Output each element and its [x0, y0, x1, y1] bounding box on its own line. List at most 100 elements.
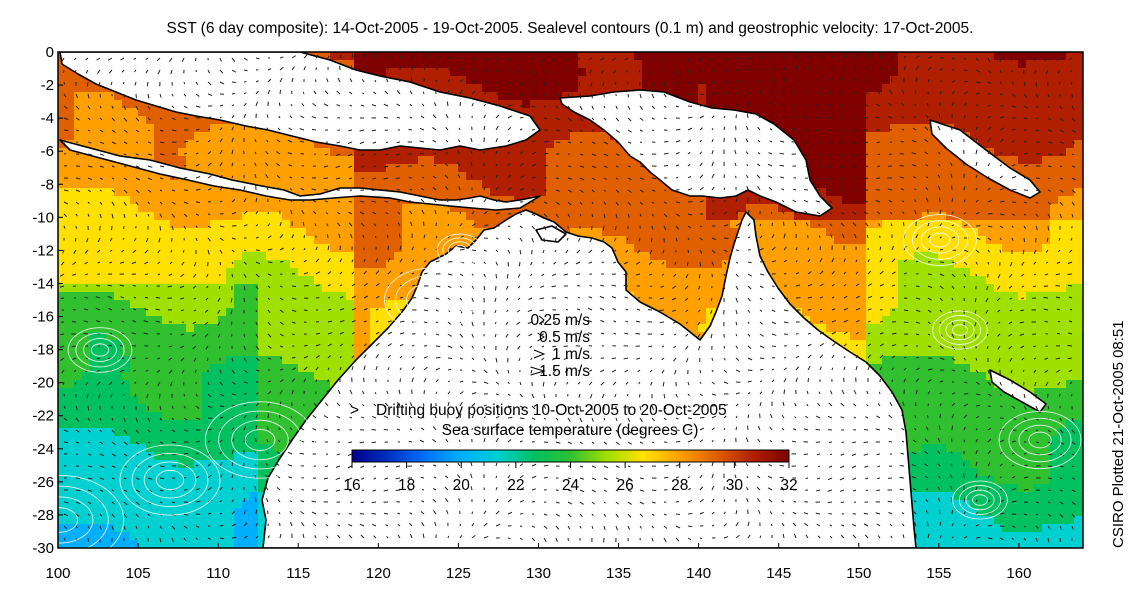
sst-cell — [954, 196, 962, 204]
sst-cell — [1026, 164, 1034, 172]
sst-cell — [1034, 172, 1042, 180]
sst-cell — [98, 132, 106, 140]
sst-cell — [762, 236, 770, 244]
sst-cell — [954, 108, 962, 116]
sst-cell — [234, 236, 242, 244]
sst-cell — [226, 236, 234, 244]
sst-cell — [802, 76, 810, 84]
sst-cell — [730, 76, 738, 84]
sst-cell — [906, 244, 914, 252]
sst-cell — [922, 220, 930, 228]
sst-cell — [1042, 276, 1050, 284]
sst-cell — [602, 156, 610, 164]
sst-cell — [282, 348, 290, 356]
sst-cell — [802, 52, 810, 60]
sst-cell — [882, 180, 890, 188]
sst-cell — [954, 76, 962, 84]
sst-cell — [154, 260, 162, 268]
sst-cell — [698, 260, 706, 268]
sst-cell — [210, 316, 218, 324]
sst-cell — [906, 332, 914, 340]
sst-cell — [378, 212, 386, 220]
sst-cell — [306, 244, 314, 252]
sst-cell — [882, 60, 890, 68]
sst-cell — [410, 60, 418, 68]
sst-cell — [954, 92, 962, 100]
sst-cell — [1018, 292, 1026, 300]
sst-cell — [394, 228, 402, 236]
sst-cell — [386, 276, 394, 284]
sst-cell — [530, 140, 538, 148]
sst-cell — [946, 116, 954, 124]
sst-cell — [178, 188, 186, 196]
sst-cell — [338, 324, 346, 332]
sst-cell — [322, 220, 330, 228]
sst-cell — [938, 164, 946, 172]
sst-cell — [234, 340, 242, 348]
sst-cell — [186, 260, 194, 268]
sst-cell — [1034, 236, 1042, 244]
sst-cell — [522, 172, 530, 180]
sst-cell — [226, 276, 234, 284]
sst-cell — [1026, 348, 1034, 356]
sst-cell — [386, 300, 394, 308]
sst-cell — [642, 212, 650, 220]
sst-cell — [658, 84, 666, 92]
sst-cell — [138, 204, 146, 212]
sst-cell — [914, 52, 922, 60]
sst-cell — [58, 316, 66, 324]
sst-cell — [122, 236, 130, 244]
sst-cell — [346, 308, 354, 316]
sst-cell — [762, 244, 770, 252]
sst-cell — [146, 172, 154, 180]
sst-cell — [226, 292, 234, 300]
sst-cell — [474, 180, 482, 188]
sst-cell — [882, 100, 890, 108]
sst-cell — [194, 124, 202, 132]
sst-cell — [762, 220, 770, 228]
sst-cell — [730, 220, 738, 228]
sst-cell — [874, 148, 882, 156]
sst-cell — [98, 204, 106, 212]
sst-cell — [618, 172, 626, 180]
sst-cell — [90, 356, 98, 364]
sst-cell — [690, 300, 698, 308]
sst-cell — [266, 276, 274, 284]
sst-cell — [882, 132, 890, 140]
sst-cell — [986, 76, 994, 84]
sst-cell — [962, 276, 970, 284]
sst-cell — [330, 348, 338, 356]
sst-cell — [874, 68, 882, 76]
sst-cell — [506, 156, 514, 164]
sst-cell — [258, 252, 266, 260]
sst-cell — [906, 140, 914, 148]
sst-cell — [714, 92, 722, 100]
sst-cell — [682, 276, 690, 284]
sst-cell — [602, 180, 610, 188]
sst-cell — [834, 84, 842, 92]
sst-cell — [754, 228, 762, 236]
sst-cell — [194, 284, 202, 292]
sst-cell — [802, 132, 810, 140]
sst-cell — [490, 212, 498, 220]
sst-cell — [610, 164, 618, 172]
sst-cell — [666, 68, 674, 76]
sst-cell — [154, 180, 162, 188]
sst-cell — [698, 324, 706, 332]
sst-cell — [562, 156, 570, 164]
sst-cell — [386, 284, 394, 292]
sst-cell — [146, 244, 154, 252]
sst-cell — [226, 156, 234, 164]
sst-cell — [298, 356, 306, 364]
sst-cell — [386, 308, 394, 316]
sst-cell — [154, 156, 162, 164]
sst-cell — [458, 180, 466, 188]
sst-cell — [618, 180, 626, 188]
sst-cell — [402, 212, 410, 220]
sst-cell — [714, 76, 722, 84]
sst-cell — [570, 116, 578, 124]
sst-cell — [946, 284, 954, 292]
sst-cell — [1026, 204, 1034, 212]
sst-cell — [786, 212, 794, 220]
sst-cell — [74, 244, 82, 252]
